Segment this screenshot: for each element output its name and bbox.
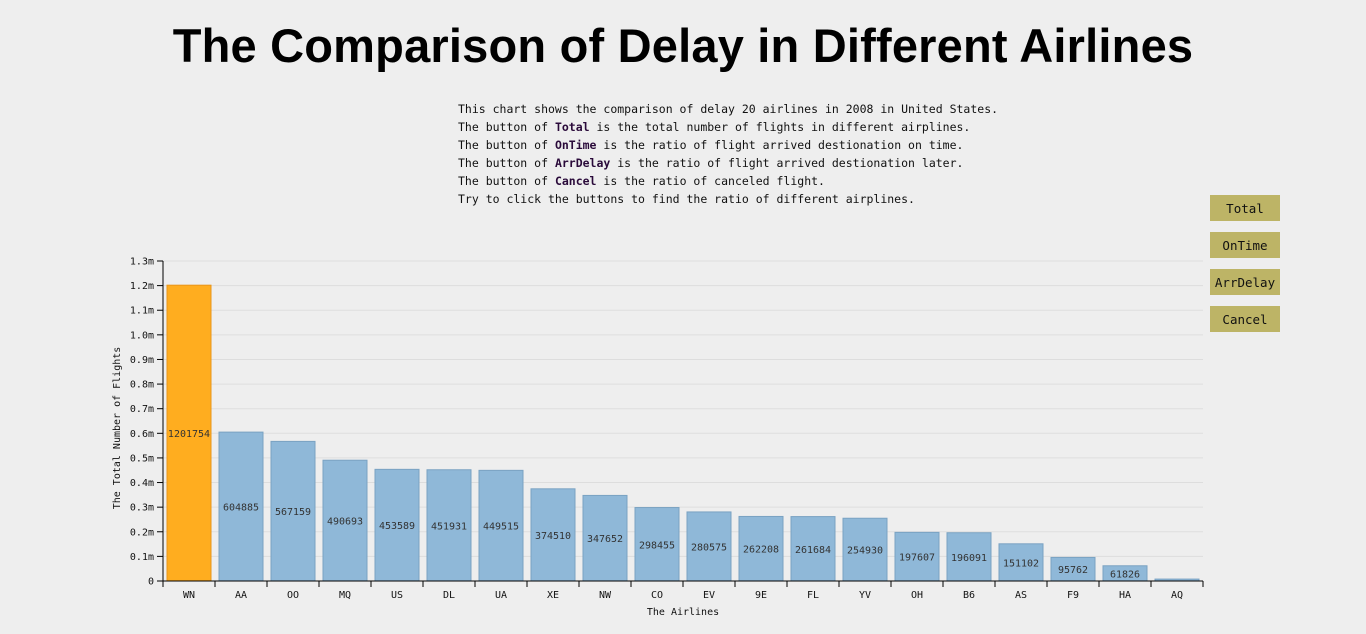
cancel-button[interactable]: Cancel <box>1210 306 1280 332</box>
description-text: This chart shows the comparison of delay… <box>458 102 999 116</box>
x-tick-label: YV <box>859 590 871 601</box>
bar-value-label: 61826 <box>1110 569 1140 580</box>
bar <box>946 532 992 582</box>
x-tick-label: CO <box>651 590 663 601</box>
x-tick-label: HA <box>1119 590 1131 601</box>
bar-value-label: 254930 <box>847 546 883 557</box>
y-tick-label: 0.3m <box>130 503 154 514</box>
bar-value-label: 262208 <box>743 545 779 556</box>
x-tick-label: AS <box>1015 590 1027 601</box>
bar-value-label: 261684 <box>795 545 831 556</box>
x-tick-label: OH <box>911 590 923 601</box>
x-tick-label: UA <box>495 590 507 601</box>
description-line: The button of Total is the total number … <box>458 118 998 136</box>
bar <box>166 284 212 582</box>
bar-value-label: 453589 <box>379 521 415 532</box>
x-tick-label: FL <box>807 590 819 601</box>
bar <box>270 440 316 582</box>
total-button[interactable]: Total <box>1210 195 1280 221</box>
x-tick-label: US <box>391 590 403 601</box>
x-tick-label: AA <box>235 590 247 601</box>
y-tick-label: 0.9m <box>130 355 154 366</box>
bar-value-label: 567159 <box>275 507 311 518</box>
x-tick-label: EV <box>703 590 715 601</box>
bar-value-label: 1201754 <box>168 429 210 440</box>
x-tick-label: DL <box>443 590 455 601</box>
x-tick-label: B6 <box>963 590 975 601</box>
y-tick-label: 1.1m <box>130 306 154 317</box>
bar <box>634 507 680 582</box>
bar-value-label: 347652 <box>587 534 623 545</box>
x-tick-label: 9E <box>755 590 767 601</box>
ontime-button[interactable]: OnTime <box>1210 232 1280 258</box>
y-tick-label: 0.4m <box>130 478 154 489</box>
description-text: The button of <box>458 138 555 152</box>
bar-value-label: 196091 <box>951 553 987 564</box>
bar-value-label: 95762 <box>1058 565 1088 576</box>
y-tick-label: 0.5m <box>130 453 154 464</box>
bar <box>894 531 940 582</box>
description-keyword: ArrDelay <box>554 156 611 170</box>
y-tick-label: 0.8m <box>130 380 154 391</box>
bar <box>374 468 420 582</box>
bar <box>322 459 368 582</box>
x-tick-label: NW <box>599 590 612 601</box>
description-line: Try to click the buttons to find the rat… <box>458 190 998 208</box>
description-text: is the ratio of flight arrived destionat… <box>610 156 964 170</box>
description-text: is the ratio of canceled flight. <box>596 174 825 188</box>
bar-value-label: 451931 <box>431 521 467 532</box>
bar <box>790 516 836 582</box>
bar-value-label: 298455 <box>639 540 675 551</box>
y-tick-label: 0.7m <box>130 404 154 415</box>
bar-value-label: 151102 <box>1003 558 1039 569</box>
x-tick-label: OO <box>287 590 299 601</box>
bar <box>738 515 784 582</box>
y-tick-label: 0.2m <box>130 527 154 538</box>
bar <box>478 469 524 582</box>
description-line: This chart shows the comparison of delay… <box>458 100 998 118</box>
y-tick-label: 1.2m <box>130 281 154 292</box>
bar-value-label: 490693 <box>327 517 363 528</box>
description-keyword: OnTime <box>554 138 597 152</box>
description-keyword: Cancel <box>554 174 597 188</box>
bar <box>686 511 732 582</box>
description-text: is the total number of flights in differ… <box>589 120 971 134</box>
bar-value-label: 280575 <box>691 542 727 553</box>
description-text: The button of <box>458 120 555 134</box>
x-tick-label: XE <box>547 590 559 601</box>
x-tick-label: F9 <box>1067 590 1079 601</box>
x-tick-label: MQ <box>339 590 351 601</box>
bar <box>218 431 264 582</box>
x-tick-label: AQ <box>1171 590 1183 601</box>
bar-value-label: 604885 <box>223 503 259 514</box>
bar-value-label: 197607 <box>899 553 935 564</box>
description-text: The button of <box>458 156 555 170</box>
bar-value-label: 449515 <box>483 522 519 533</box>
x-tick-label: WN <box>183 590 195 601</box>
description-text: The button of <box>458 174 555 188</box>
arrdelay-button[interactable]: ArrDelay <box>1210 269 1280 295</box>
bar <box>530 488 576 582</box>
description-keyword: Total <box>554 120 590 134</box>
y-axis-title: The Total Number of Flights <box>112 347 123 510</box>
chart-description: This chart shows the comparison of delay… <box>458 100 998 208</box>
description-line: The button of Cancel is the ratio of can… <box>458 172 998 190</box>
y-tick-label: 1.3m <box>130 257 154 268</box>
bar <box>426 469 472 582</box>
y-tick-label: 0 <box>148 577 154 588</box>
description-line: The button of OnTime is the ratio of fli… <box>458 136 998 154</box>
page-title: The Comparison of Delay in Different Air… <box>172 19 1194 72</box>
description-text: is the ratio of flight arrived destionat… <box>596 138 964 152</box>
x-axis-title: The Airlines <box>647 607 719 618</box>
bar-value-label: 374510 <box>535 531 571 542</box>
description-line: The button of ArrDelay is the ratio of f… <box>458 154 998 172</box>
y-tick-label: 0.6m <box>130 429 154 440</box>
bar <box>582 494 628 582</box>
bar <box>998 543 1044 582</box>
y-tick-label: 1.0m <box>130 330 154 341</box>
y-tick-label: 0.1m <box>130 552 154 563</box>
description-text: Try to click the buttons to find the rat… <box>458 192 915 206</box>
